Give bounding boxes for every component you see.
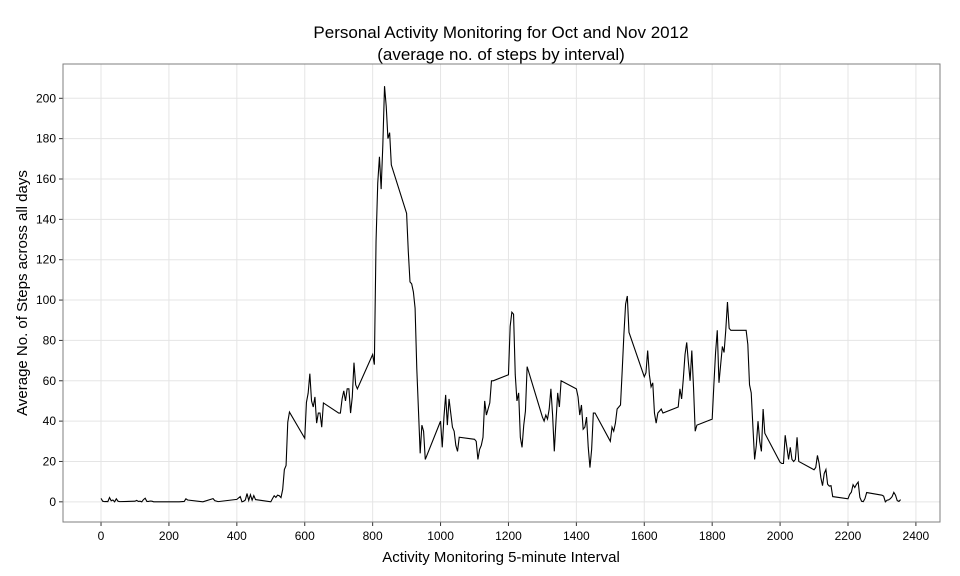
- x-tick-label: 600: [295, 529, 315, 543]
- x-tick-label: 1200: [495, 529, 522, 543]
- x-tick-label: 1800: [699, 529, 726, 543]
- y-tick-label: 80: [43, 333, 57, 347]
- y-tick-label: 60: [43, 374, 57, 388]
- y-tick-label: 120: [36, 253, 56, 267]
- y-tick-label: 100: [36, 293, 56, 307]
- y-tick-label: 0: [49, 495, 56, 509]
- x-tick-label: 1400: [563, 529, 590, 543]
- x-tick-label: 400: [227, 529, 247, 543]
- y-tick-label: 200: [36, 91, 56, 105]
- plot-background: [63, 64, 940, 522]
- chart-subtitle: (average no. of steps by interval): [377, 45, 625, 64]
- x-tick-label: 2000: [767, 529, 794, 543]
- y-tick-label: 40: [43, 414, 57, 428]
- x-tick-label: 1600: [631, 529, 658, 543]
- y-tick-label: 140: [36, 212, 56, 226]
- x-tick-label: 2400: [903, 529, 930, 543]
- x-axis-label: Activity Monitoring 5-minute Interval: [382, 549, 620, 566]
- y-tick-label: 180: [36, 132, 56, 146]
- x-tick-label: 800: [363, 529, 383, 543]
- x-tick-label: 200: [159, 529, 179, 543]
- y-tick-label: 160: [36, 172, 56, 186]
- chart-title: Personal Activity Monitoring for Oct and…: [313, 23, 688, 42]
- y-tick-label: 20: [43, 454, 57, 468]
- x-tick-label: 1000: [427, 529, 454, 543]
- line: [100, 86, 902, 503]
- x-tick-label: 2200: [835, 529, 862, 543]
- plot-border: [62, 63, 941, 523]
- x-tick-label: 0: [98, 529, 105, 543]
- y-axis-label: Average No. of Steps across all days: [14, 170, 31, 416]
